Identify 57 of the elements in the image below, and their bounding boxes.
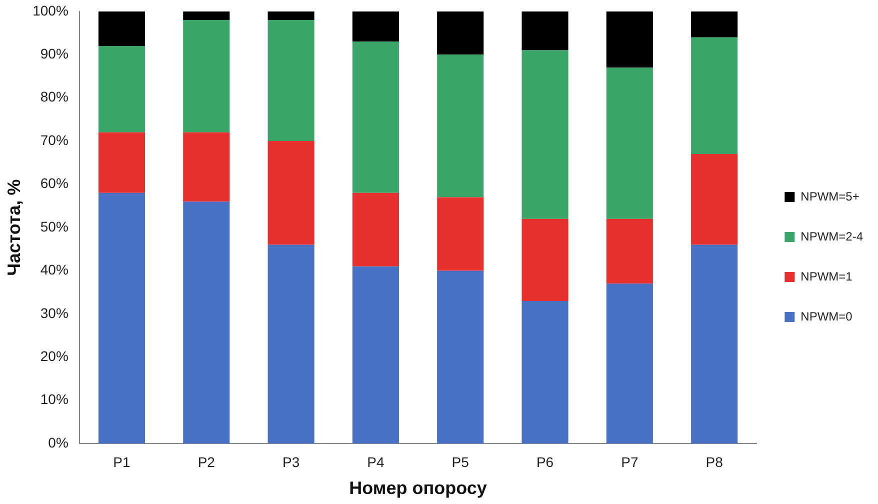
bar (183, 11, 230, 20)
bar (606, 68, 653, 219)
bar (98, 11, 146, 46)
legend-label: NPWM=0 (800, 309, 853, 324)
x-axis-title: Номер опоросу (349, 478, 487, 498)
x-tick-label: P6 (536, 454, 554, 470)
bar (268, 141, 314, 245)
bar (268, 11, 314, 20)
x-tick-label: P3 (282, 454, 300, 470)
legend-label: NPWM=5+ (800, 189, 860, 204)
legend-label: NPWM=2-4 (800, 229, 864, 244)
bar (522, 300, 568, 444)
y-tick-label: 100% (32, 2, 68, 18)
y-tick-label: 40% (40, 262, 68, 278)
legend-label: NPWM=1 (800, 269, 853, 284)
bar (606, 11, 653, 68)
bar (268, 20, 314, 142)
y-tick-label: 90% (40, 45, 68, 62)
bar (352, 192, 399, 266)
bar (606, 218, 653, 284)
y-tick-label: 50% (40, 218, 68, 234)
x-tick-label: P8 (706, 454, 724, 470)
bar (522, 11, 568, 50)
y-tick-label: 70% (40, 132, 68, 148)
y-tick-label: 10% (40, 391, 68, 408)
x-tick-label: P2 (198, 454, 216, 470)
y-tick-label: 80% (40, 88, 68, 105)
bar (691, 154, 738, 245)
y-tick-label: 30% (40, 304, 68, 321)
bar (437, 54, 484, 198)
bar (691, 244, 738, 444)
bar (352, 266, 399, 444)
x-tick-label: P4 (367, 454, 384, 470)
bar (606, 284, 653, 444)
y-axis-title: Частота, % (4, 179, 24, 276)
x-tick-label: P5 (452, 454, 470, 470)
bar (352, 42, 399, 193)
bar (183, 132, 230, 202)
bar (522, 218, 568, 301)
bar (183, 20, 230, 132)
bar (437, 11, 484, 55)
bar (183, 202, 230, 444)
x-tick-label: P1 (113, 454, 131, 470)
bar (98, 132, 146, 193)
y-tick-label: 0% (48, 434, 68, 450)
bar (522, 50, 568, 219)
x-tick-label: P7 (621, 454, 638, 470)
y-tick-label: 60% (40, 175, 68, 192)
bar (98, 46, 146, 132)
bar (268, 244, 314, 444)
bar (691, 37, 738, 154)
bar (98, 192, 146, 444)
y-tick-label: 20% (40, 348, 68, 364)
bar (437, 197, 484, 271)
bar (437, 270, 484, 444)
bar (352, 11, 399, 42)
bar (691, 11, 738, 38)
